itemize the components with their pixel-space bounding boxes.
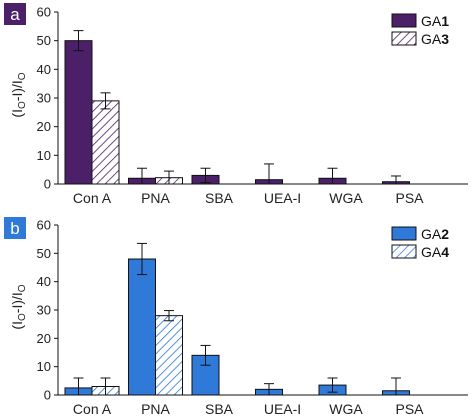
legend-swatch-ga1 [391, 13, 417, 28]
x-tick-label: WGA [329, 401, 363, 417]
x-tick-label: WGA [329, 190, 363, 206]
y-tick-label: 10 [37, 359, 51, 374]
panel-b-label: b [10, 219, 19, 238]
panel-b: b (IO-I)/IO 0 10 20 30 40 50 60 Con A PNA SBA UEA-… [4, 217, 468, 417]
legend-label-ga1: GA1 [421, 13, 449, 29]
panel-b-y-axis-label: (IO-I)/IO [9, 284, 28, 329]
x-tick-label: SBA [205, 190, 234, 206]
y-tick-label: 50 [37, 246, 51, 261]
legend-swatch-ga3 [391, 31, 417, 46]
y-tick-label: 40 [37, 62, 51, 77]
y-tick-label: 30 [37, 303, 51, 318]
legend-label-ga2: GA2 [421, 226, 449, 242]
x-tick-label: PSA [395, 401, 424, 417]
bar-ga2-pna [128, 258, 156, 396]
panel-a: a (IO-I)/IO 0 10 20 30 40 50 60 Con A PNA SBA UEA-… [4, 3, 468, 206]
y-tick-label: 30 [37, 91, 51, 106]
x-tick-label: SBA [205, 401, 234, 417]
legend-swatch-ga4 [391, 244, 417, 259]
panel-a-bars [64, 30, 410, 185]
x-tick-label: PNA [141, 190, 170, 206]
x-tick-label: Con A [73, 401, 112, 417]
y-tick-label: 0 [44, 177, 51, 192]
legend-label-ga3: GA3 [421, 31, 449, 47]
y-tick-label: 50 [37, 33, 51, 48]
panel-a-label-box [4, 3, 26, 25]
bar-ga4-pna [155, 315, 183, 396]
legend-label-ga4: GA4 [421, 244, 449, 260]
y-tick-label: 60 [37, 5, 51, 20]
y-tick-label: 10 [37, 148, 51, 163]
panel-a-label: a [10, 5, 20, 24]
x-tick-label: UEA-I [264, 190, 301, 206]
x-tick-label: PNA [141, 401, 170, 417]
legend-swatch-ga2 [391, 226, 417, 241]
bar-ga1-con-a [64, 40, 93, 185]
y-tick-label: 40 [37, 274, 51, 289]
y-tick-label: 20 [37, 119, 51, 134]
panel-b-bars [64, 242, 410, 396]
panel-a-axes: 0 10 20 30 40 50 60 Con A PNA SBA UEA-I WGA PSA [37, 5, 468, 206]
panel-b-label-box [4, 217, 26, 239]
x-tick-label: Con A [73, 190, 112, 206]
y-tick-label: 0 [44, 388, 51, 403]
x-tick-label: PSA [395, 190, 424, 206]
panel-a-y-axis-label: (IO-I)/IO [9, 72, 28, 117]
y-tick-label: 60 [37, 218, 51, 233]
y-tick-label: 20 [37, 331, 51, 346]
x-tick-label: UEA-I [264, 401, 301, 417]
bar-ga3-con-a [91, 100, 120, 185]
